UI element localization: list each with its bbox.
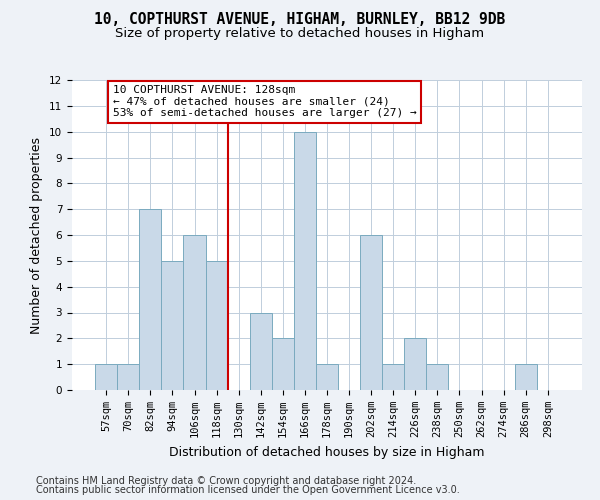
Bar <box>95 364 117 390</box>
Text: Contains public sector information licensed under the Open Government Licence v3: Contains public sector information licen… <box>36 485 460 495</box>
Text: 10 COPTHURST AVENUE: 128sqm
← 47% of detached houses are smaller (24)
53% of sem: 10 COPTHURST AVENUE: 128sqm ← 47% of det… <box>113 85 416 118</box>
X-axis label: Distribution of detached houses by size in Higham: Distribution of detached houses by size … <box>169 446 485 458</box>
Bar <box>184 235 206 390</box>
Text: Size of property relative to detached houses in Higham: Size of property relative to detached ho… <box>115 28 485 40</box>
Bar <box>294 132 316 390</box>
Bar <box>427 364 448 390</box>
Text: 10, COPTHURST AVENUE, HIGHAM, BURNLEY, BB12 9DB: 10, COPTHURST AVENUE, HIGHAM, BURNLEY, B… <box>94 12 506 28</box>
Bar <box>360 235 382 390</box>
Bar <box>117 364 139 390</box>
Bar <box>515 364 537 390</box>
Bar <box>272 338 294 390</box>
Bar <box>139 209 161 390</box>
Bar <box>206 261 227 390</box>
Bar <box>382 364 404 390</box>
Bar <box>250 312 272 390</box>
Bar <box>316 364 338 390</box>
Text: Contains HM Land Registry data © Crown copyright and database right 2024.: Contains HM Land Registry data © Crown c… <box>36 476 416 486</box>
Y-axis label: Number of detached properties: Number of detached properties <box>31 136 43 334</box>
Bar <box>404 338 427 390</box>
Bar <box>161 261 184 390</box>
